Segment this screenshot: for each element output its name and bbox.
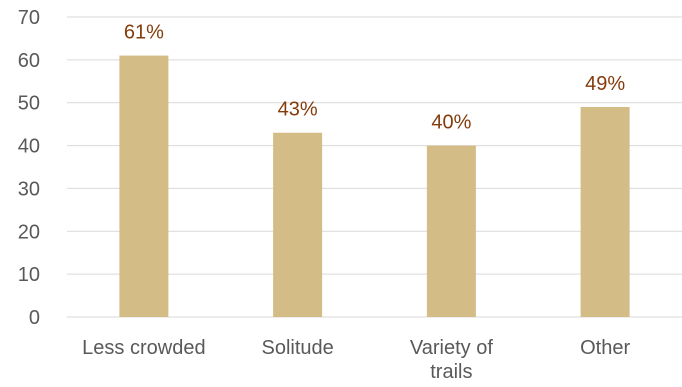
gridlines (67, 16, 682, 318)
x-category-label: Other (580, 337, 630, 359)
bar (580, 107, 630, 317)
data-label: 43% (278, 99, 318, 121)
y-tick-label: 0 (29, 307, 40, 329)
x-category-label: trails (430, 361, 472, 382)
data-label: 49% (585, 73, 625, 95)
y-tick-label: 40 (18, 136, 40, 158)
data-label: 40% (431, 112, 471, 134)
x-category-label: Less crowded (82, 337, 205, 359)
y-tick-label: 70 (18, 7, 40, 29)
bars (119, 55, 630, 317)
x-category-label: Solitude (261, 337, 333, 359)
data-label: 61% (124, 22, 164, 44)
bar (273, 132, 323, 317)
y-tick-label: 30 (18, 178, 40, 200)
x-category-label: Variety of (410, 337, 493, 359)
y-tick-label: 20 (18, 221, 40, 243)
y-tick-label: 60 (18, 50, 40, 72)
bar (119, 55, 169, 317)
y-axis-ticks: 0 10 20 30 40 50 60 70 (18, 7, 40, 329)
bar (426, 145, 476, 317)
data-labels: 61% 43% 40% 49% (124, 22, 625, 134)
y-tick-label: 50 (18, 93, 40, 115)
y-tick-label: 10 (18, 264, 40, 286)
